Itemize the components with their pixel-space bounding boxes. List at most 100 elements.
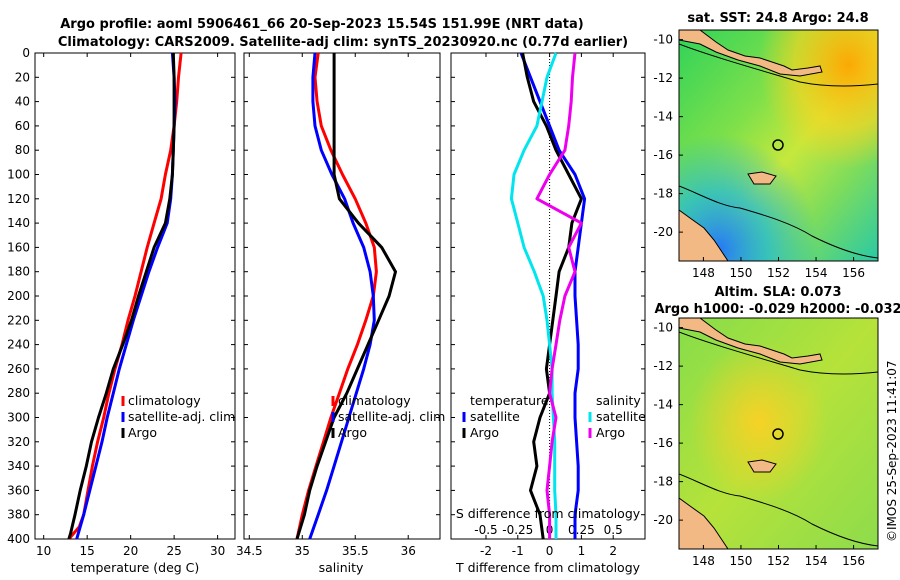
temperature-legend: climatology satellite-adj. clim Argo — [121, 393, 235, 440]
y-tick-label: 100 — [7, 168, 30, 182]
sst-argo-marker — [772, 139, 784, 151]
sst-island-1 — [747, 171, 777, 185]
figure-title-line1: Argo profile: aoml 5906461_66 20-Sep-202… — [60, 17, 584, 32]
map-x-tick-label: 148 — [692, 554, 715, 568]
sst-land-png — [679, 30, 823, 77]
x-tick-label: 34.5 — [236, 544, 263, 558]
sst-map-title: sat. SST: 24.8 Argo: 24.8 — [687, 11, 868, 26]
map-y-tick-label: -14 — [653, 110, 673, 124]
sla-argo-marker — [772, 428, 784, 440]
s-difference-axis-label: S difference from climatology — [456, 506, 641, 521]
sst-map — [679, 30, 878, 261]
y-tick-label: 340 — [7, 459, 30, 473]
series-line-t-argo — [521, 52, 583, 540]
legend-climatology-label: climatology — [338, 393, 411, 408]
map-x-tick-label: 154 — [805, 266, 828, 280]
map-y-tick-label: -12 — [653, 359, 673, 373]
y-tick-label: 380 — [7, 508, 30, 522]
y-tick-label: 180 — [7, 265, 30, 279]
legend-temperature-header: temperature — [470, 393, 549, 408]
map-y-tick-label: -20 — [653, 225, 673, 239]
map-x-tick-label: 148 — [692, 266, 715, 280]
y-tick-label: 280 — [7, 386, 30, 400]
x-tick-label: 30 — [210, 544, 225, 558]
map-y-tick-label: -10 — [653, 321, 673, 335]
y-tick-label: 40 — [15, 95, 30, 109]
sla-map-title-line2: Argo h1000: -0.029 h2000: -0.032 — [654, 302, 900, 317]
legend-t-satellite-label: satellite — [470, 409, 520, 424]
map-y-tick-label: -10 — [653, 33, 673, 47]
legend-salinity-header: salinity — [596, 393, 641, 408]
series-line-s-satellite — [509, 52, 558, 539]
difference-profile-panel: -2 -1 0 1 2-0.5 -0.25 0 0.25 0.5 — [450, 52, 646, 558]
legend-argo-label: Argo — [128, 425, 157, 440]
map-x-tick-label: 150 — [729, 266, 752, 280]
y-tick-label: 200 — [7, 289, 30, 303]
x-tick-label: 15 — [80, 544, 95, 558]
sla-land-png — [679, 318, 823, 365]
imos-watermark: ©IMOS 25-Sep-2023 11:41:07 — [885, 360, 899, 542]
sst-map-axes: 148 150 152 154 156 -10 -12 -14 -16 -18 -20 — [653, 33, 865, 280]
s-tick-label: -0.25 — [502, 523, 533, 537]
sla-map — [679, 318, 878, 549]
difference-legend: temperature salinity satellite Argo sate… — [462, 393, 646, 440]
map-y-tick-label: -12 — [653, 71, 673, 85]
y-tick-label: 300 — [7, 411, 30, 425]
x-tick-label: 10 — [36, 544, 51, 558]
map-x-tick-label: 152 — [767, 266, 790, 280]
y-tick-label: 60 — [15, 119, 30, 133]
salinity-profile-panel: 34.5 35 35.5 36 — [236, 52, 441, 558]
map-y-tick-label: -18 — [653, 475, 673, 489]
map-x-tick-label: 154 — [805, 554, 828, 568]
sla-map-axes: 148 150 152 154 156 -10 -12 -14 -16 -18 -20 — [653, 321, 865, 568]
map-x-tick-label: 150 — [729, 554, 752, 568]
y-tick-label: 120 — [7, 192, 30, 206]
x-tick-label: 1 — [578, 544, 586, 558]
plot-frame — [243, 52, 441, 540]
sla-land-australia — [679, 497, 729, 549]
x-tick-label: 35.5 — [342, 544, 369, 558]
salinity-legend: climatology satellite-adj. clim Argo — [331, 393, 445, 440]
s-tick-label: 0.5 — [604, 523, 623, 537]
series-line-t-satellite — [519, 52, 587, 539]
x-tick-label: 2 — [609, 544, 617, 558]
x-tick-label: 0 — [546, 544, 554, 558]
salinity-axis-label: salinity — [319, 560, 364, 575]
x-tick-label: 35 — [295, 544, 310, 558]
sst-contour-2 — [679, 43, 878, 87]
legend-satellite-label: satellite-adj. clim — [338, 409, 445, 424]
map-y-tick-label: -16 — [653, 148, 673, 162]
y-tick-label: 400 — [7, 532, 30, 546]
temperature-profile-panel: 0 20 40 60 80 100 120 140 160 180 200 220 240 260 280 3… — [7, 46, 236, 558]
legend-satellite-label: satellite-adj. clim — [128, 409, 235, 424]
y-tick-label: 20 — [15, 70, 30, 84]
x-tick-label: -2 — [480, 544, 492, 558]
x-tick-label: 25 — [166, 544, 181, 558]
s-tick-label: 0.25 — [568, 523, 595, 537]
t-difference-axis-label: T difference from climatology — [455, 560, 641, 575]
y-tick-label: 140 — [7, 216, 30, 230]
map-x-tick-label: 152 — [767, 554, 790, 568]
series-line-satellite-adj-clim — [308, 52, 376, 540]
sla-bathymetry-contour — [679, 473, 878, 547]
sst-bathymetry-contour — [679, 185, 878, 259]
y-tick-label: 320 — [7, 435, 30, 449]
sla-map-title-line1: Altim. SLA: 0.073 — [715, 285, 842, 300]
y-tick-label: 220 — [7, 313, 30, 327]
map-y-tick-label: -14 — [653, 398, 673, 412]
y-tick-label: 160 — [7, 240, 30, 254]
x-tick-label: 36 — [401, 544, 416, 558]
y-tick-label: 0 — [22, 46, 30, 60]
map-y-tick-label: -20 — [653, 513, 673, 527]
legend-argo-label: Argo — [338, 425, 367, 440]
sla-island-1 — [747, 459, 777, 473]
map-y-tick-label: -18 — [653, 187, 673, 201]
legend-s-argo-label: Argo — [596, 425, 625, 440]
y-tick-label: 260 — [7, 362, 30, 376]
series-line-climatology — [295, 52, 378, 540]
y-tick-label: 360 — [7, 483, 30, 497]
map-x-tick-label: 156 — [842, 554, 865, 568]
y-tick-label: 240 — [7, 338, 30, 352]
x-tick-label: 20 — [123, 544, 138, 558]
